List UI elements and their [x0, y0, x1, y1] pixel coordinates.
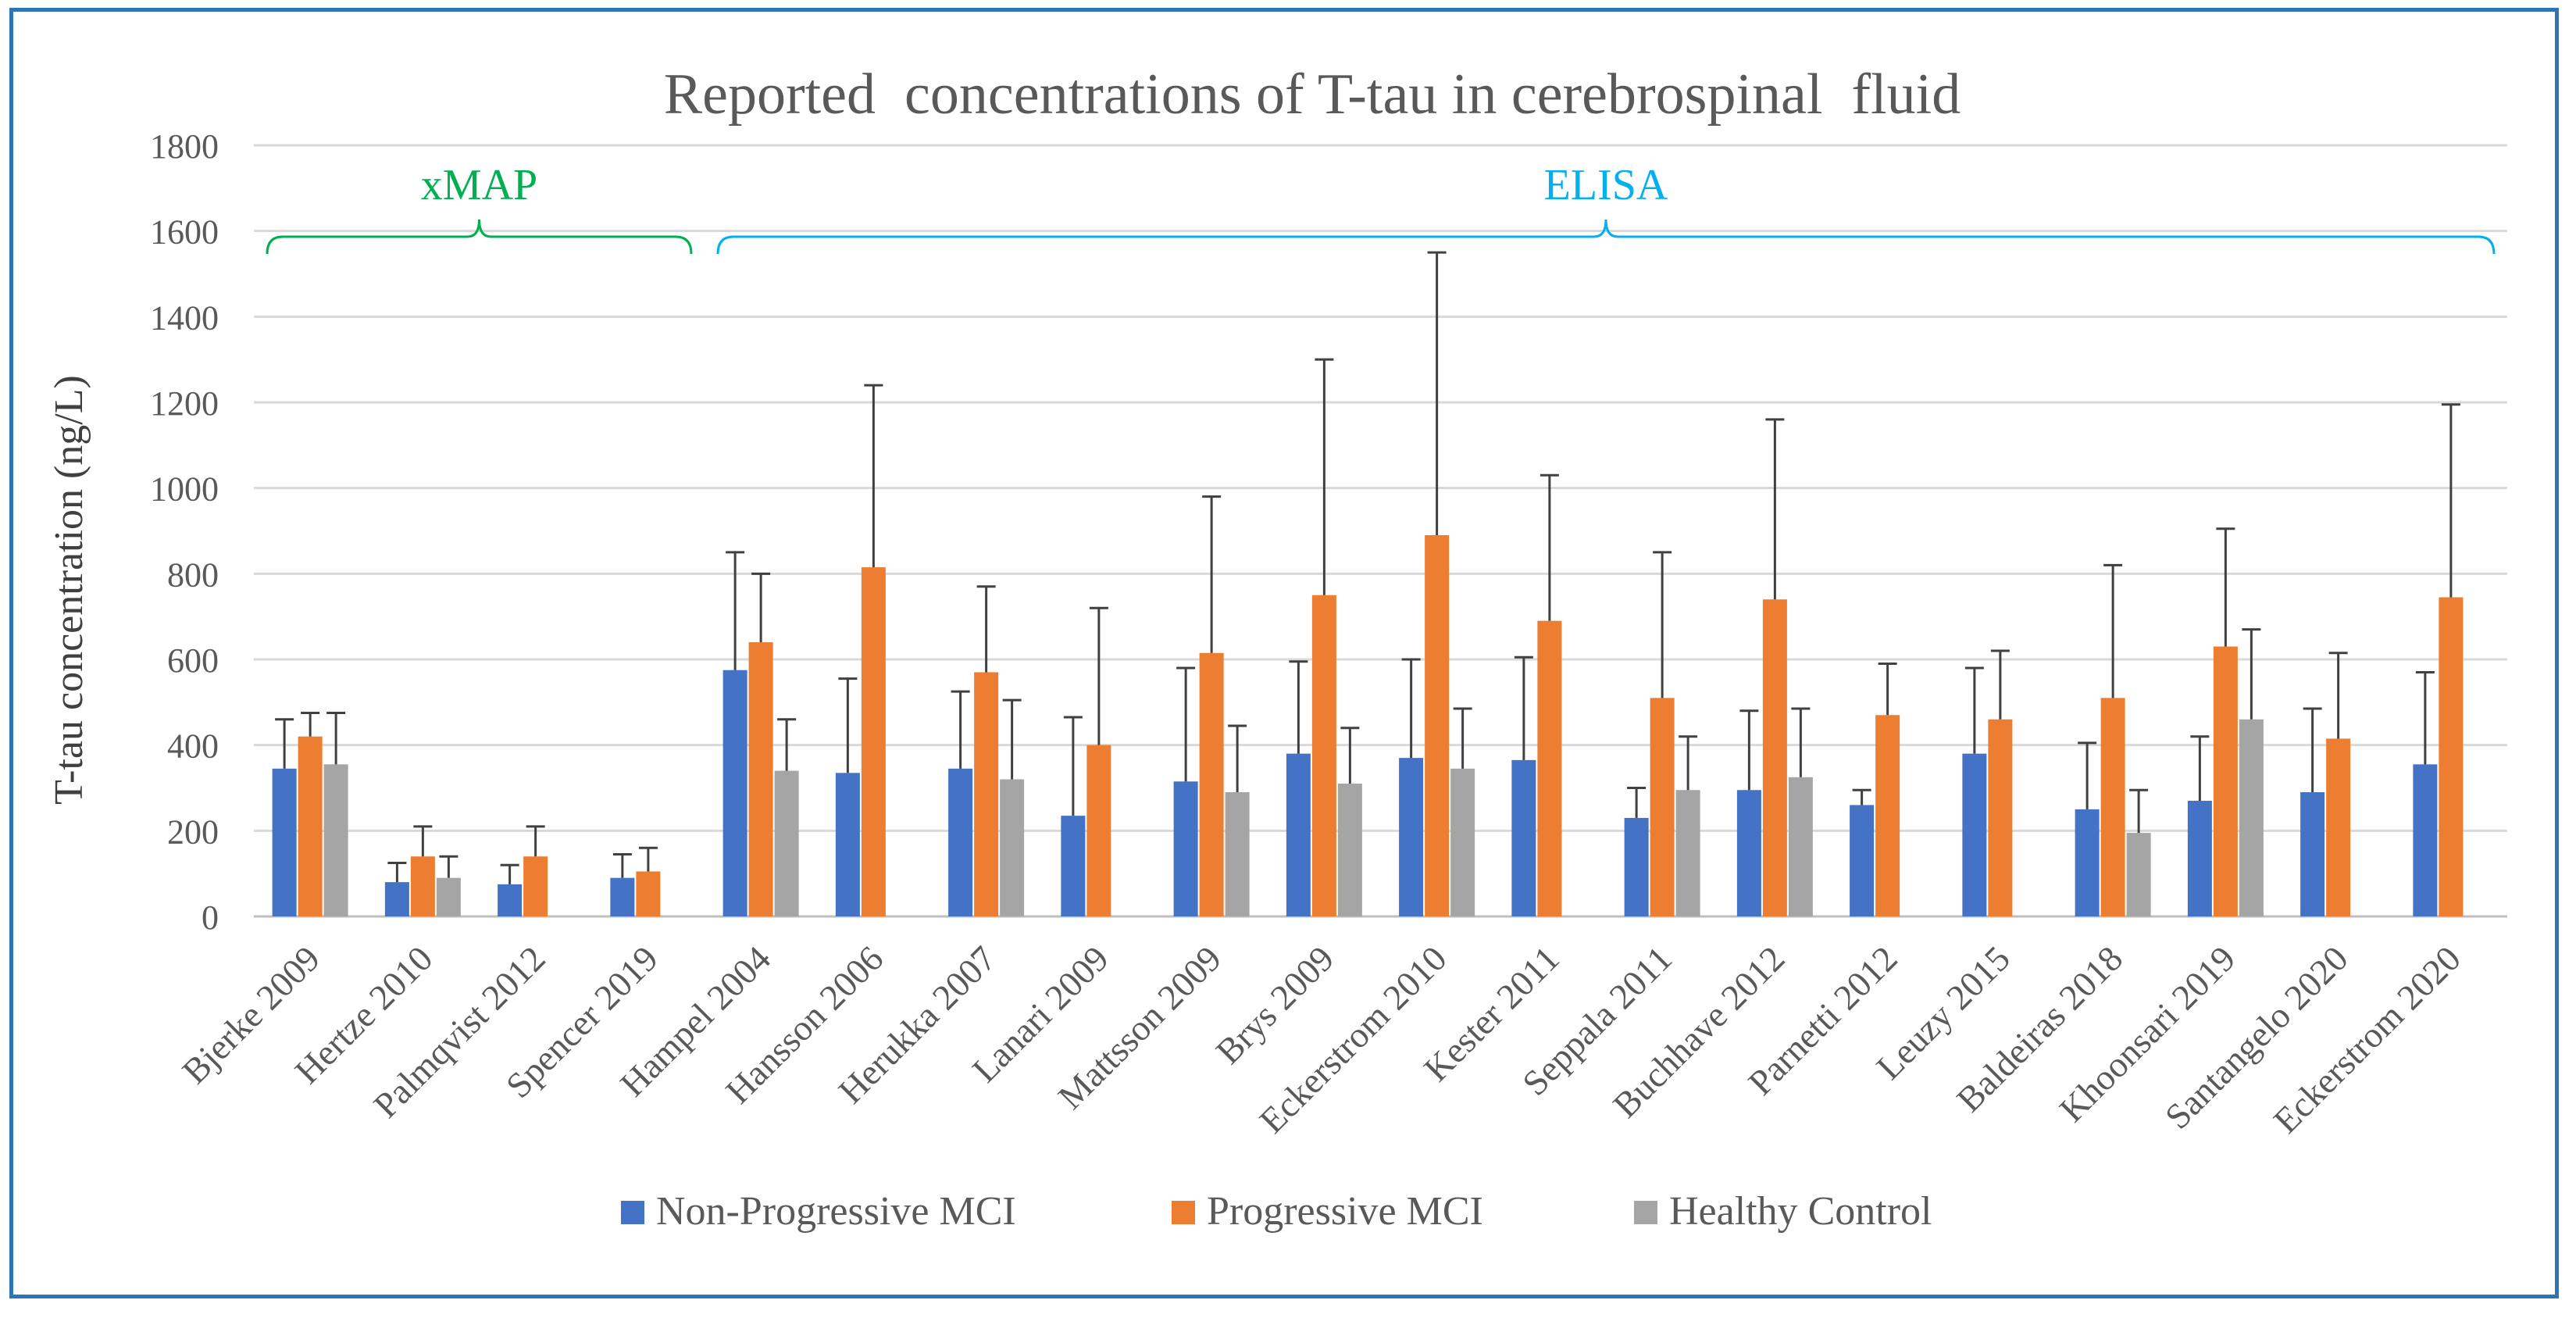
bar [498, 884, 523, 916]
bar [1988, 719, 2013, 916]
bar [1850, 805, 1875, 916]
bar [298, 736, 323, 916]
bar [974, 672, 999, 916]
gridlines [254, 144, 2507, 918]
group-label: ELISA [1544, 161, 1668, 209]
y-tick-label: 800 [167, 555, 219, 594]
bar [748, 642, 773, 916]
bar [948, 768, 973, 916]
bar [2300, 791, 2325, 916]
bar [1286, 753, 1311, 916]
bar [2100, 698, 2125, 916]
chart-title: Reported concentrations of T-tau in cere… [664, 63, 1961, 127]
bar [1875, 715, 1900, 916]
bar [636, 871, 661, 916]
bar [523, 856, 548, 916]
bar [1061, 816, 1086, 916]
error-bars [275, 251, 2460, 884]
bar [1399, 758, 1424, 916]
bar [774, 770, 799, 916]
bar [2187, 800, 2212, 916]
group-brace [266, 219, 693, 255]
bar [1425, 534, 1450, 916]
bar [1788, 777, 1813, 916]
bar [2326, 738, 2351, 916]
y-tick-label: 0 [202, 898, 219, 937]
bar [272, 768, 297, 916]
bar [1624, 817, 1649, 916]
y-tick-label: 1800 [150, 127, 219, 166]
bar [2213, 646, 2238, 916]
bar [1225, 791, 1250, 916]
bars [272, 534, 2464, 916]
bar [1762, 599, 1787, 916]
bar [1962, 753, 1987, 916]
y-tick-label: 600 [167, 641, 219, 680]
y-tick-label: 400 [167, 727, 219, 766]
bar [610, 877, 635, 916]
group-label: xMAP [421, 161, 537, 209]
legend-swatch [1634, 1201, 1657, 1224]
y-tick-label: 1000 [150, 470, 219, 509]
group-brace [716, 219, 2496, 255]
bar [436, 877, 461, 916]
bar [1000, 779, 1025, 916]
bar [2413, 764, 2438, 916]
bar [410, 856, 435, 916]
y-tick-label: 200 [167, 813, 219, 851]
bar [722, 670, 747, 916]
legend-swatch [621, 1201, 644, 1224]
y-tick-label: 1400 [150, 298, 219, 337]
method-groups: xMAP ELISA [266, 161, 2496, 255]
bar [2075, 809, 2100, 916]
bar [1450, 768, 1475, 916]
y-axis-label: T-tau concentration (ng/L) [47, 375, 91, 805]
bar [1173, 781, 1198, 916]
y-tick-label: 1600 [150, 213, 219, 252]
bar [2126, 833, 2151, 916]
bar [1337, 784, 1362, 916]
bar [1086, 745, 1111, 916]
bar [1537, 620, 1562, 916]
y-tick-label: 1200 [150, 384, 219, 423]
bar [2239, 719, 2264, 916]
legend-label: Non-Progressive MCI [656, 1189, 1016, 1234]
y-tick-labels: 0 200 400 600 800 1000 1200 1400 1600 1800 [150, 127, 219, 937]
bar [1511, 759, 1536, 916]
chart-frame [9, 8, 2559, 1298]
legend-label: Progressive MCI [1207, 1189, 1483, 1234]
bar [2439, 597, 2464, 916]
bar [1311, 595, 1336, 916]
bar [1199, 652, 1224, 916]
bar [835, 773, 860, 916]
legend-label: Healthy Control [1669, 1189, 1932, 1234]
bar [1736, 790, 1761, 916]
bar [384, 882, 409, 916]
bar [1675, 790, 1700, 916]
legend-swatch [1172, 1201, 1195, 1224]
bar [1650, 698, 1675, 916]
bar [861, 567, 886, 916]
legend: Non-Progressive MCI Progressive MCI Health… [621, 1189, 1932, 1234]
bar [323, 764, 348, 916]
